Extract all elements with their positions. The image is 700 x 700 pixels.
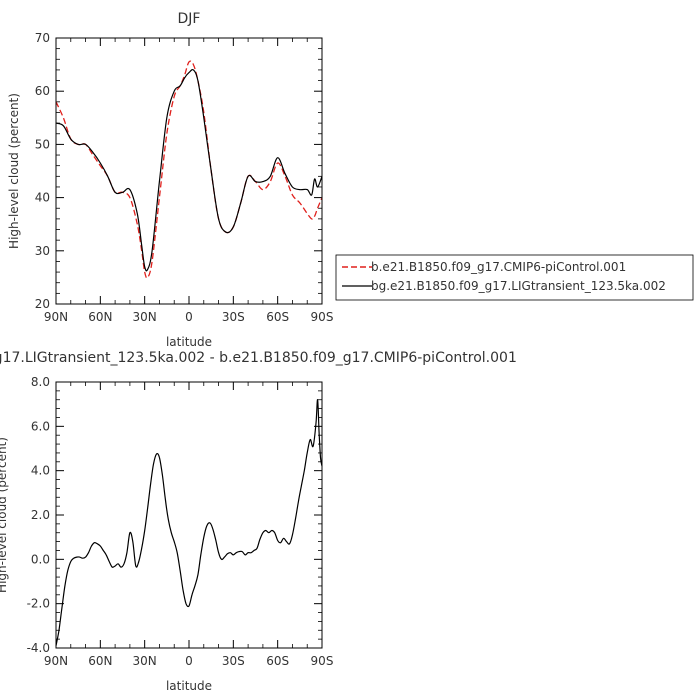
- top-xtick-label: 30S: [222, 310, 245, 324]
- bottom-series: [55, 399, 323, 646]
- legend: b.e21.B1850.f09_g17.CMIP6-piControl.001 …: [335, 254, 694, 301]
- top-ytick-label: 50: [35, 137, 50, 151]
- bottom-ytick-label: -4.0: [27, 641, 50, 655]
- top-ytick-label: 20: [35, 297, 50, 311]
- bottom-plot-frame: [55, 381, 323, 649]
- legend-label-control: b.e21.B1850.f09_g17.CMIP6-piControl.001: [371, 260, 626, 274]
- bottom-series-line-0: [55, 399, 323, 646]
- bottom-xtick-label: 60N: [88, 654, 112, 668]
- top-ytick-label: 70: [35, 31, 50, 45]
- top-ytick-label: 40: [35, 191, 50, 205]
- top-ticks: [55, 37, 323, 305]
- top-series-line-1: [55, 68, 323, 272]
- top-title: DJF: [178, 11, 201, 27]
- top-ytick-label: 30: [35, 244, 50, 258]
- bottom-ytick-label: 0.0: [31, 552, 50, 566]
- top-xtick-label: 60N: [88, 310, 112, 324]
- top-series: [55, 60, 323, 279]
- bottom-ytick-label: 4.0: [31, 464, 50, 478]
- bottom-xtick-label: 0: [185, 654, 193, 668]
- top-xtick-label: 0: [185, 310, 193, 324]
- bottom-panel: bg.e21.B1850.f09_g17.LIGtransient_123.5k…: [0, 350, 517, 693]
- top-ytick-label: 60: [35, 84, 50, 98]
- bottom-y-axis-label: High-level cloud (percent): [0, 437, 9, 593]
- top-xtick-label: 60S: [266, 310, 289, 324]
- top-series-line-0: [55, 60, 323, 279]
- bottom-xtick-label: 90N: [44, 654, 68, 668]
- top-plot-frame: [55, 37, 323, 305]
- bottom-ytick-label: 6.0: [31, 419, 50, 433]
- legend-box: [335, 254, 694, 301]
- top-x-axis-label: latitude: [166, 335, 212, 349]
- bottom-x-axis-label: latitude: [166, 679, 212, 693]
- top-tick-labels: 90N 60N 30N 0 30S 60S 90S 20 30 40 50 60 70: [35, 31, 334, 324]
- bottom-title: bg.e21.B1850.f09_g17.LIGtransient_123.5k…: [0, 350, 517, 366]
- bottom-xtick-label: 60S: [266, 654, 289, 668]
- bottom-xtick-label: 30S: [222, 654, 245, 668]
- bottom-xtick-label: 30N: [133, 654, 157, 668]
- bottom-ticks: [55, 381, 323, 649]
- bottom-xtick-label: 90S: [311, 654, 334, 668]
- top-xtick-label: 90N: [44, 310, 68, 324]
- top-y-axis-label: High-level cloud (percent): [7, 93, 21, 249]
- top-panel: DJF 90N 60N 30N 0 30S 60S 90S 20 30 40 50 60 70 lati…: [7, 11, 333, 349]
- legend-label-transient: bg.e21.B1850.f09_g17.LIGtransient_123.5k…: [371, 279, 666, 293]
- bottom-ytick-label: 2.0: [31, 508, 50, 522]
- top-xtick-label: 90S: [311, 310, 334, 324]
- bottom-ytick-label: 8.0: [31, 375, 50, 389]
- top-xtick-label: 30N: [133, 310, 157, 324]
- bottom-tick-labels: 90N 60N 30N 0 30S 60S 90S -4.0 -2.0 0.0 2.0 4.0 6.0 8…: [27, 375, 334, 668]
- bottom-ytick-label: -2.0: [27, 597, 50, 611]
